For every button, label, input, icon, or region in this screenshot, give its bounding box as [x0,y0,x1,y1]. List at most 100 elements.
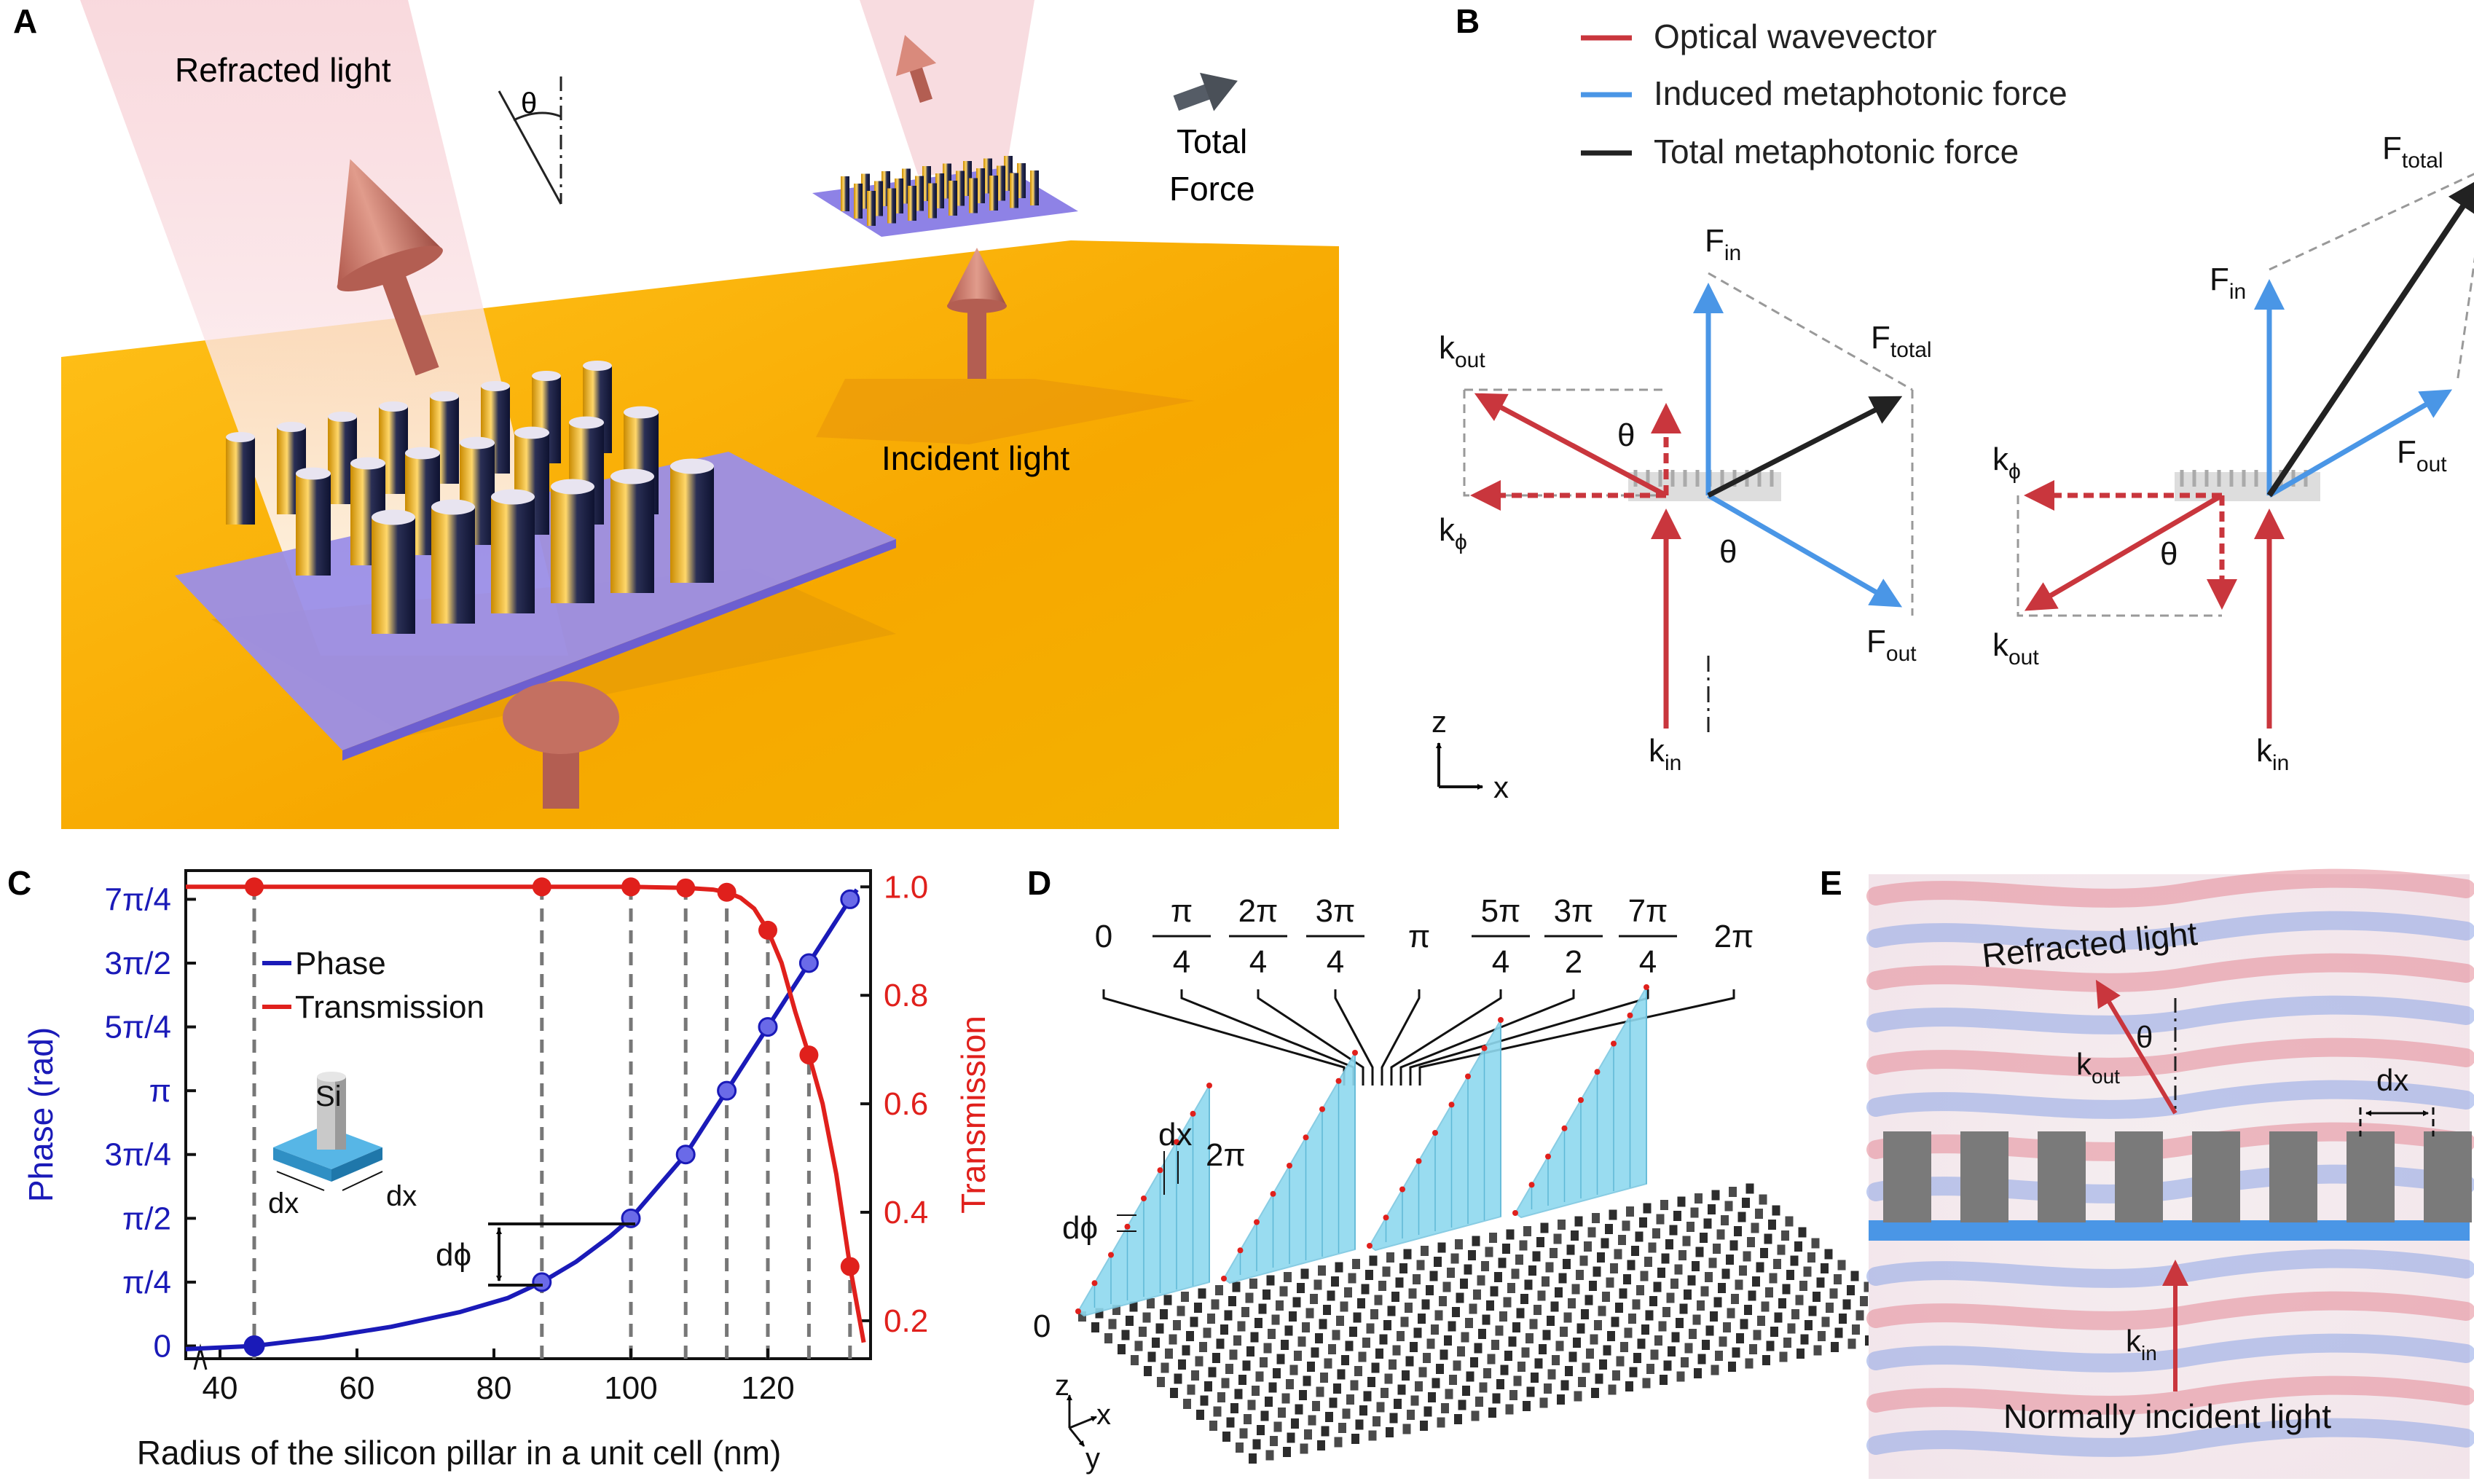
phase-point [532,1272,552,1292]
total-label-2: Force [1169,170,1255,208]
e-theta: θ [2136,1020,2153,1054]
refracted-arrow [337,159,443,376]
phase-dot [1221,1276,1227,1281]
grating-pillars [1883,1131,2472,1222]
grating-pillar [2038,1131,2086,1222]
phase-label-den: 4 [1173,944,1190,980]
panel-b: B Optical wavevector Induced metaphotoni… [1432,2,2474,804]
metasurface-plate-edge [342,539,896,761]
small-pillar [989,176,998,211]
series-line-transmission [186,884,866,1343]
small-pillar [841,176,849,211]
phase-dot [1190,1110,1196,1117]
b1-fout: Fout [1866,624,1917,666]
d-dx-ticks [1117,1151,1179,1232]
inset-dx-2: dx [386,1180,417,1212]
y-left-tick-label: π [149,1073,171,1109]
phase-point [840,889,860,909]
phase-dot [1075,1308,1081,1314]
y-left-tick-label: 0 [154,1328,171,1364]
d-2pi-label: 2π [1206,1137,1246,1173]
grating-pillar [2424,1131,2472,1222]
phase-label-den: 2 [1565,944,1582,980]
substrate [1869,1220,2470,1241]
transmission-markers [245,877,860,1276]
pillar [481,381,510,474]
b-axis-x: x [1493,770,1509,804]
x-axis-label: Radius of the silicon pillar in a unit c… [137,1434,782,1472]
b2-kphi: kϕ [1992,441,2021,484]
phase-label-num: 3π [1316,893,1356,929]
total-force-arrow [1173,72,1238,111]
pillar [379,401,408,494]
d-zero-label: 0 [1033,1308,1051,1344]
e-kin-label: kin [2126,1324,2157,1365]
legend-induced: Induced metaphotonic force [1654,74,2067,112]
phase-dot [1108,1252,1114,1258]
phase-dot [1465,1073,1471,1080]
small-pillar [1030,170,1039,205]
e-kout-arrow [2095,979,2177,1115]
phase-dot [1644,984,1649,990]
phase-label: π4 [1152,893,1211,980]
b2-fout: Fout [2397,434,2447,476]
legend-optical: Optical wavevector [1654,17,1937,55]
legend-phase: Phase [295,946,386,981]
d-axis-z: z [1055,1370,1069,1402]
plot-frame [184,869,872,1360]
phase-label: 2π4 [1229,893,1287,980]
y-left-tick-label: 7π/4 [104,882,171,917]
pillar [551,479,594,603]
phase-dot [1498,1017,1504,1023]
series-line-phase [185,888,859,1351]
y-left-tick-label: 3π/4 [104,1137,171,1173]
b2-fin: Fin [2210,262,2246,304]
phase-dot [1367,1243,1373,1249]
phase-point [798,953,819,973]
phase-label: π [1408,919,1430,954]
grating-pillar [2115,1131,2163,1222]
b-axis-z: z [1432,704,1447,739]
phase-dot [1303,1134,1309,1141]
phase-label-num: 0 [1095,919,1112,954]
phase-dot [1594,1069,1601,1075]
x-tick-label: 80 [476,1370,512,1406]
panel-d-label: D [1027,864,1051,902]
phase-dot [1578,1097,1584,1103]
e-normal-label: Normally incident light [2003,1397,2331,1435]
small-pillar [976,168,985,203]
b1-fin: Fin [1705,223,1741,265]
phase-label-num: π [1171,893,1193,929]
y-axis-left-label: Phase (rad) [22,1027,60,1202]
phase-dot [1270,1190,1276,1197]
pillar [296,467,331,576]
grating-pillar [2347,1131,2395,1222]
phase-label-num: π [1408,919,1430,954]
phase-dot [1237,1247,1244,1254]
pillar [226,432,255,525]
small-pillar [895,178,903,213]
phase-label-den: 4 [1492,944,1509,980]
vector-diagram-2: θ kϕ kout kin Fin Ftotal Fout [1992,130,2474,775]
pillar [431,499,475,624]
top-beam [860,0,1034,175]
small-pillar [969,178,978,213]
phase-dot [1319,1106,1325,1112]
phase-label-num: 3π [1554,893,1594,929]
x-tick-label: 40 [203,1370,238,1406]
incident-arrow [947,248,1007,379]
phase-point [243,1335,265,1357]
phase-label-num: 2π [1238,893,1279,929]
phase-label-num: 5π [1481,893,1521,929]
dphi-indicator [488,1222,635,1287]
refracted-beam [80,0,568,656]
phase-dot [1157,1167,1163,1174]
pillar [610,468,654,593]
phase-label: 3π4 [1306,893,1364,980]
y-right-tick-label: 0.6 [884,1086,928,1122]
b1-theta-bottom: θ [1719,534,1737,570]
right-axis-ticks: 0.2 0.4 0.6 0.8 1.0 [860,869,928,1339]
panel-c-label: C [7,864,31,902]
